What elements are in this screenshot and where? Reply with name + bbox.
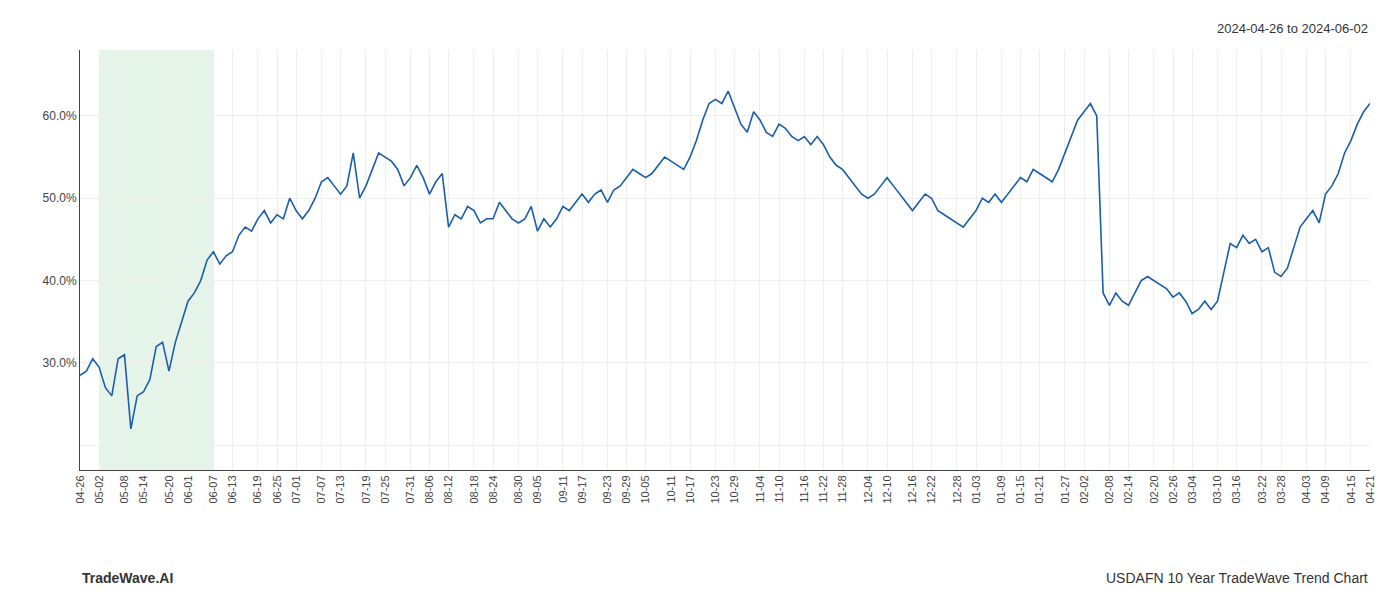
svg-text:12-16: 12-16 <box>906 475 918 503</box>
svg-text:10-23: 10-23 <box>709 475 721 503</box>
svg-text:12-04: 12-04 <box>862 475 874 503</box>
svg-text:07-13: 07-13 <box>334 475 346 503</box>
svg-text:11-22: 11-22 <box>817 475 829 502</box>
svg-text:10-17: 10-17 <box>684 475 696 503</box>
svg-text:03-22: 03-22 <box>1256 475 1268 503</box>
svg-text:03-28: 03-28 <box>1275 475 1287 503</box>
svg-text:2024-04-26 to 2024-06-02: 2024-04-26 to 2024-06-02 <box>1217 21 1368 36</box>
svg-text:01-03: 01-03 <box>970 475 982 503</box>
svg-text:01-09: 01-09 <box>995 475 1007 503</box>
svg-text:40.0%: 40.0% <box>43 274 77 288</box>
svg-text:60.0%: 60.0% <box>43 109 77 123</box>
svg-text:02-20: 02-20 <box>1148 475 1160 503</box>
svg-text:09-23: 09-23 <box>601 475 613 503</box>
svg-text:12-28: 12-28 <box>951 475 963 503</box>
svg-text:08-06: 08-06 <box>423 475 435 503</box>
svg-text:07-07: 07-07 <box>315 475 327 503</box>
svg-text:04-21: 04-21 <box>1364 475 1376 503</box>
svg-text:05-20: 05-20 <box>163 475 175 503</box>
svg-text:01-21: 01-21 <box>1033 475 1045 503</box>
svg-text:02-08: 02-08 <box>1103 475 1115 503</box>
svg-text:04-26: 04-26 <box>74 475 86 503</box>
svg-text:07-25: 07-25 <box>379 475 391 503</box>
svg-text:09-29: 09-29 <box>620 475 632 503</box>
svg-text:02-02: 02-02 <box>1078 475 1090 503</box>
svg-text:06-19: 06-19 <box>252 475 264 503</box>
svg-text:11-04: 11-04 <box>754 475 766 502</box>
svg-text:50.0%: 50.0% <box>43 191 77 205</box>
svg-text:08-18: 08-18 <box>468 475 480 503</box>
svg-text:08-30: 08-30 <box>512 475 524 503</box>
svg-text:11-10: 11-10 <box>773 475 785 502</box>
svg-text:06-13: 06-13 <box>226 475 238 503</box>
svg-text:01-27: 01-27 <box>1059 475 1071 503</box>
svg-text:05-08: 05-08 <box>118 475 130 503</box>
svg-text:06-25: 06-25 <box>271 475 283 503</box>
svg-text:07-01: 07-01 <box>290 475 302 503</box>
svg-text:08-24: 08-24 <box>487 475 499 503</box>
svg-text:02-14: 02-14 <box>1122 475 1134 503</box>
svg-text:09-17: 09-17 <box>576 475 588 503</box>
svg-text:07-19: 07-19 <box>360 475 372 503</box>
svg-text:10-05: 10-05 <box>639 475 651 503</box>
svg-text:09-11: 09-11 <box>557 475 569 502</box>
svg-text:05-14: 05-14 <box>137 475 149 503</box>
svg-text:11-16: 11-16 <box>798 475 810 502</box>
svg-text:30.0%: 30.0% <box>43 356 77 370</box>
svg-text:03-10: 03-10 <box>1211 475 1223 503</box>
svg-text:06-01: 06-01 <box>182 475 194 503</box>
svg-text:09-05: 09-05 <box>531 475 543 503</box>
svg-text:04-03: 04-03 <box>1300 475 1312 503</box>
svg-text:03-04: 03-04 <box>1186 475 1198 503</box>
svg-text:01-15: 01-15 <box>1014 475 1026 503</box>
svg-text:04-09: 04-09 <box>1319 475 1331 503</box>
svg-text:12-22: 12-22 <box>925 475 937 503</box>
svg-text:07-31: 07-31 <box>404 475 416 503</box>
svg-text:05-02: 05-02 <box>93 475 105 503</box>
svg-text:12-10: 12-10 <box>881 475 893 503</box>
svg-text:06-07: 06-07 <box>207 475 219 503</box>
svg-text:10-29: 10-29 <box>728 475 740 503</box>
svg-text:04-15: 04-15 <box>1345 475 1357 503</box>
svg-text:03-16: 03-16 <box>1230 475 1242 503</box>
svg-text:USDAFN 10 Year TradeWave Trend: USDAFN 10 Year TradeWave Trend Chart <box>1106 570 1368 586</box>
svg-text:11-28: 11-28 <box>836 475 848 502</box>
svg-text:10-11: 10-11 <box>665 475 677 502</box>
svg-text:TradeWave.AI: TradeWave.AI <box>82 570 173 586</box>
svg-text:08-12: 08-12 <box>442 475 454 503</box>
svg-text:02-26: 02-26 <box>1167 475 1179 503</box>
